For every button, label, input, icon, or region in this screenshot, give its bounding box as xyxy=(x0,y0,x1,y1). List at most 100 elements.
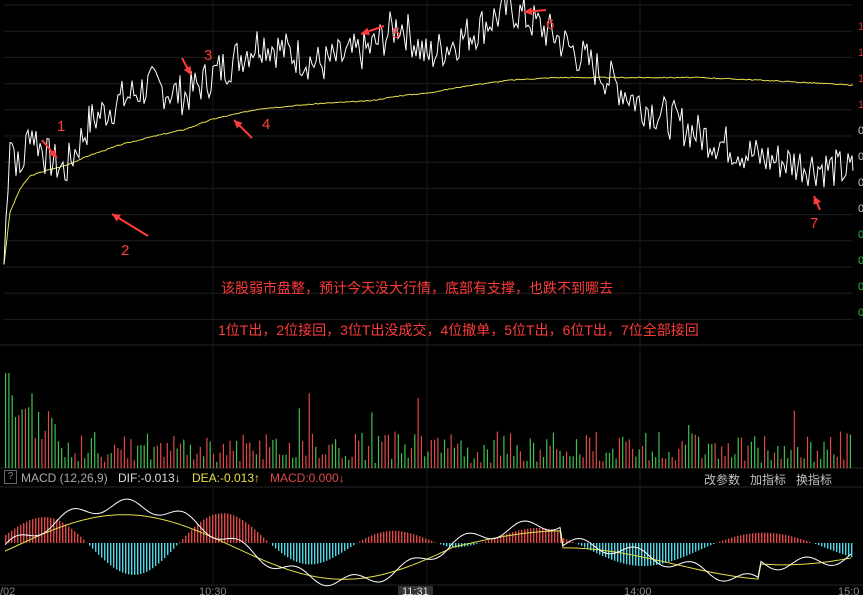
help-icon[interactable]: ? xyxy=(4,470,17,484)
macd-histogram-bar xyxy=(125,543,127,574)
volume-bar xyxy=(18,415,20,468)
macd-histogram-bar xyxy=(746,534,748,543)
macd-histogram-bar xyxy=(242,520,244,543)
volume-bar xyxy=(51,417,53,468)
volume-bar xyxy=(681,440,683,468)
volume-bar xyxy=(665,458,667,468)
macd-histogram-bar xyxy=(428,539,430,543)
macd-histogram-bar xyxy=(23,523,25,543)
volume-bar xyxy=(21,409,23,468)
macd-histogram-bar xyxy=(566,539,568,543)
volume-bar xyxy=(222,444,224,468)
marker-arrowhead-icon xyxy=(813,196,821,205)
macd-histogram-bar xyxy=(767,532,769,543)
volume-bar xyxy=(117,448,119,468)
volume-bar xyxy=(820,458,822,468)
macd-histogram-bar xyxy=(707,543,709,547)
volume-bar xyxy=(377,436,380,468)
volume-bar xyxy=(308,393,310,468)
macd-histogram-bar xyxy=(515,531,517,543)
volume-bar xyxy=(750,441,752,468)
macd-histogram-bar xyxy=(527,528,529,543)
volume-bar xyxy=(44,430,46,468)
macd-histogram-bar xyxy=(35,518,37,543)
macd-histogram-bar xyxy=(38,517,40,543)
volume-bar xyxy=(401,453,403,468)
switch-indicator-button[interactable]: 换指标 xyxy=(796,473,833,487)
volume-bar xyxy=(549,445,551,468)
macd-histogram-bar xyxy=(221,513,223,543)
volume-bar xyxy=(302,441,304,468)
volume-bar xyxy=(734,454,736,468)
dea-line xyxy=(4,514,852,580)
volume-bar xyxy=(486,449,488,468)
volume-bar xyxy=(209,441,211,468)
macd-histogram-bar xyxy=(263,537,265,543)
macd-histogram-bar xyxy=(452,543,454,548)
macd-histogram-bar xyxy=(803,539,805,543)
macd-histogram-bar xyxy=(419,536,421,543)
marker-label: 7 xyxy=(810,215,818,232)
macd-histogram-bar xyxy=(533,528,535,543)
change-params-button[interactable]: 改参数 xyxy=(704,473,741,487)
volume-bar xyxy=(163,456,165,468)
volume-bar xyxy=(8,373,10,468)
macd-histogram-bar xyxy=(98,543,100,555)
y-tick: 0 xyxy=(858,177,863,189)
volume-bar xyxy=(529,438,531,468)
macd-histogram-bar xyxy=(701,543,703,550)
macd-histogram-bar xyxy=(302,543,304,564)
macd-histogram-bar xyxy=(89,543,91,546)
macd-histogram-bar xyxy=(578,543,580,545)
macd-histogram-bar xyxy=(692,543,694,554)
volume-bar xyxy=(80,435,83,468)
volume-bar xyxy=(427,451,429,468)
macd-histogram-bar xyxy=(602,543,604,556)
volume-bar xyxy=(219,452,221,468)
macd-histogram-bar xyxy=(518,530,520,543)
volume-bar xyxy=(490,462,492,468)
macd-histogram-bar xyxy=(185,535,187,543)
macd-histogram-bar xyxy=(140,543,142,574)
volume-bar xyxy=(5,373,7,468)
volume-bar xyxy=(826,449,828,468)
volume-bar xyxy=(229,440,231,468)
volume-bar xyxy=(354,433,356,468)
volume-bar xyxy=(127,458,129,468)
volume-bar xyxy=(496,431,498,468)
macd-histogram-bar xyxy=(458,543,460,548)
macd-histogram-bar xyxy=(398,531,400,543)
volume-bar xyxy=(579,454,581,468)
volume-bar xyxy=(14,417,17,468)
volume-bar xyxy=(797,447,799,468)
volume-bar xyxy=(107,454,109,468)
volume-bar xyxy=(90,438,92,468)
dif-down-arrow-icon: ↓ xyxy=(174,471,181,485)
macd-histogram-bar xyxy=(695,543,697,552)
add-indicator-button[interactable]: 加指标 xyxy=(750,473,787,487)
volume-bar xyxy=(242,434,244,468)
macd-histogram-bar xyxy=(488,540,490,543)
marker-label: 1 xyxy=(57,118,65,135)
macd-histogram-bar xyxy=(251,526,253,543)
volume-bar xyxy=(635,456,637,468)
volume-bar xyxy=(368,445,370,468)
macd-histogram-bar xyxy=(323,543,325,562)
volume-bar xyxy=(816,450,818,468)
volume-bar xyxy=(430,439,432,468)
volume-bar xyxy=(539,449,541,468)
volume-bar xyxy=(473,458,475,468)
volume-bar xyxy=(483,444,485,468)
macd-histogram-bar xyxy=(101,543,103,558)
macd-histogram-bar xyxy=(815,543,817,545)
y-tick: 1 xyxy=(858,21,863,33)
macd-histogram-bar xyxy=(164,543,166,559)
volume-bar xyxy=(374,462,376,468)
macd-histogram-bar xyxy=(785,535,787,543)
volume-bar xyxy=(790,449,792,468)
volume-bar xyxy=(777,446,779,468)
macd-histogram-bar xyxy=(776,533,778,543)
volume-bar xyxy=(480,462,482,468)
macd-histogram-bar xyxy=(446,543,448,547)
volume-bar xyxy=(770,460,772,468)
